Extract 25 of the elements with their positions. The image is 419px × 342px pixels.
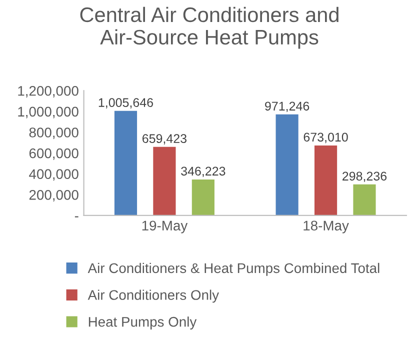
data-label: 673,010: [304, 132, 348, 144]
y-tick-label: -: [74, 216, 78, 218]
legend-label: Air Conditioners & Heat Pumps Combined Total: [88, 262, 380, 276]
data-label: 346,223: [181, 166, 226, 178]
data-label: 298,236: [342, 172, 387, 182]
bar: [353, 184, 376, 216]
data-label: 1,005,646: [98, 98, 153, 108]
chart-title: Central Air Conditioners and Air-Source Heat Pumps: [80, 6, 338, 49]
bar: [114, 110, 138, 216]
bar: [314, 145, 338, 216]
y-tick-label: 800,000: [29, 128, 78, 140]
x-tick-label: 18-May: [304, 220, 349, 234]
y-tick-label: 200,000: [29, 190, 78, 202]
legend-label: Heat Pumps Only: [88, 316, 197, 330]
y-tick-label: 1,000,000: [18, 106, 78, 118]
legend-label: Air Conditioners Only: [88, 290, 220, 303]
y-tick-label: 1,200,000: [18, 86, 78, 98]
x-tick-label: 19-May: [142, 220, 188, 234]
data-label: 659,423: [142, 134, 186, 144]
bar: [153, 146, 176, 216]
y-tick-label: 600,000: [29, 148, 78, 160]
y-tick-label: 400,000: [29, 169, 78, 181]
bar: [192, 179, 214, 216]
data-label: 971,246: [265, 102, 310, 112]
bar: [276, 114, 298, 216]
